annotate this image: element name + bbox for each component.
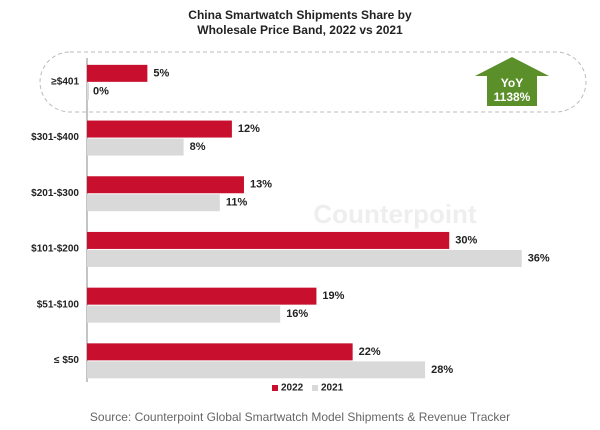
- legend-label: 2022: [281, 383, 304, 394]
- annotation: 1138%: [494, 90, 531, 104]
- value-label: 22%: [359, 346, 381, 358]
- value-label: 0%: [93, 85, 109, 97]
- bar: [87, 361, 426, 379]
- annotation: YoY: [501, 76, 523, 90]
- legend-swatch: [272, 385, 278, 391]
- value-label: 19%: [322, 290, 344, 302]
- bar: [87, 176, 244, 194]
- y-tick-label: $301-$400: [31, 132, 79, 143]
- value-label: 13%: [250, 179, 272, 191]
- value-label: 8%: [190, 141, 206, 153]
- value-label: 5%: [153, 67, 169, 79]
- bar: [87, 287, 317, 305]
- value-label: 12%: [238, 123, 260, 135]
- chart-title: China Smartwatch Shipments Share by: [188, 8, 412, 22]
- watermark: Counterpoint: [313, 199, 477, 229]
- highlight-frame: [39, 51, 587, 113]
- bar: [87, 194, 220, 212]
- bar: [87, 249, 522, 267]
- value-label: 28%: [431, 364, 453, 376]
- bar: [87, 343, 353, 361]
- value-label: 30%: [455, 234, 477, 246]
- bar: [87, 138, 184, 156]
- y-tick-label: $201-$300: [31, 188, 79, 199]
- bar: [87, 82, 89, 100]
- chart-title: Wholesale Price Band, 2022 vs 2021: [197, 23, 403, 37]
- value-label: 11%: [226, 197, 248, 209]
- legend-label: 2021: [321, 383, 344, 394]
- y-tick-label: $101-$200: [31, 244, 79, 255]
- y-tick-label: ≤ $50: [54, 355, 79, 366]
- bar: [87, 64, 148, 82]
- source: Source: Counterpoint Global Smartwatch M…: [90, 410, 510, 424]
- value-label: 36%: [528, 252, 550, 264]
- bar: [87, 231, 450, 249]
- y-tick-label: $51-$100: [37, 299, 80, 310]
- yoy-arrow: [475, 57, 549, 106]
- bar: [87, 120, 232, 138]
- bar: [87, 305, 281, 323]
- legend-swatch: [312, 385, 318, 391]
- value-label: 16%: [286, 308, 308, 320]
- y-tick-label: ≥$401: [51, 76, 79, 87]
